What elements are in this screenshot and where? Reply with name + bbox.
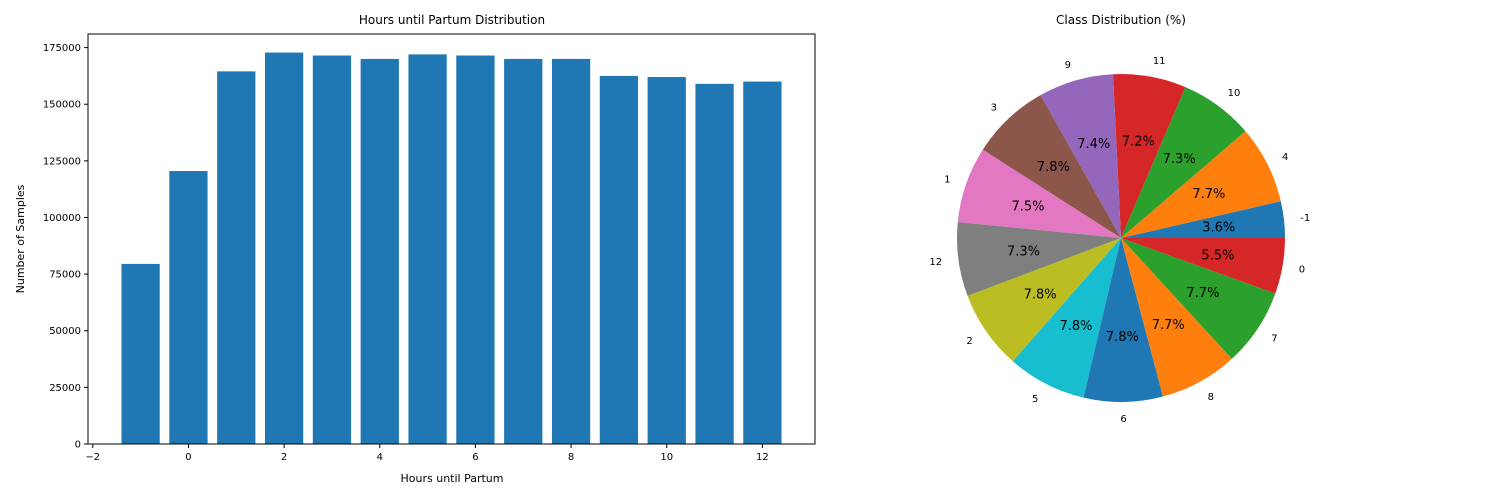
pie-label-1: 1 <box>944 175 950 186</box>
bar-chart-axes-frame <box>87 33 816 445</box>
bar-10 <box>599 75 639 444</box>
pie-slice-3 <box>982 95 1121 239</box>
bar-9 <box>551 58 591 445</box>
pie-percent-5: 7.8% <box>1059 319 1092 334</box>
bar-chart-x-axis-label: Hours until Partum <box>401 472 504 485</box>
pie-label-7: 7 <box>1271 333 1277 344</box>
bar-3 <box>264 52 304 444</box>
bar-chart: Hours until Partum Distribution −2 0 2 4 6 8 1… <box>14 13 816 485</box>
pie-slice-6 <box>1083 238 1163 403</box>
bar-0 <box>121 263 160 444</box>
pie-percent-8: 7.7% <box>1152 318 1185 333</box>
x-tick-label-5: 8 <box>568 452 574 463</box>
pie-label-6: 6 <box>1120 414 1126 425</box>
y-tick-label-3: 75000 <box>49 270 81 281</box>
pie-percent-10: 7.3% <box>1163 152 1196 167</box>
pie-chart: Class Distribution (%) -1 4 10 11 9 3 1 12 2 5 6 8 7… <box>929 13 1310 425</box>
pie-label-9: 9 <box>1065 60 1071 71</box>
bar-11 <box>647 77 686 444</box>
bar-12 <box>695 83 734 444</box>
pie-slice-4 <box>1121 131 1281 238</box>
y-tick-label-7: 175000 <box>43 43 81 54</box>
pie-label-5: 5 <box>1032 394 1038 405</box>
y-tick-label-6: 150000 <box>43 100 81 111</box>
bar-chart-x-ticks: −2 0 2 4 6 8 10 12 <box>85 444 769 463</box>
bar-chart-title: Hours until Partum Distribution <box>359 13 545 27</box>
pie-label--1: -1 <box>1300 213 1310 224</box>
pie-slice-11 <box>1113 73 1186 238</box>
x-tick-label-0: −2 <box>85 452 100 463</box>
pie-label-12: 12 <box>929 257 942 268</box>
pie-slice-7 <box>1121 238 1276 359</box>
pie-slice-10 <box>1121 87 1246 238</box>
pie-slice-1 <box>957 149 1121 238</box>
pie-percent-2: 7.8% <box>1024 288 1057 303</box>
x-tick-label-1: 0 <box>185 452 191 463</box>
pie-slice-12 <box>957 222 1121 296</box>
pie-percent-0: 5.5% <box>1201 248 1234 263</box>
pie-label-4: 4 <box>1282 152 1288 163</box>
x-tick-label-3: 4 <box>377 452 383 463</box>
y-tick-label-5: 125000 <box>43 156 81 167</box>
pie-slice-9 <box>1040 74 1121 238</box>
bar-chart-bars <box>121 52 782 445</box>
pie-slice-8 <box>1121 238 1232 397</box>
pie-chart-labels: -1 4 10 11 9 3 1 12 2 5 6 8 7 0 <box>929 56 1310 425</box>
pie-percent-3: 7.8% <box>1037 160 1070 175</box>
pie-slice-2 <box>967 238 1121 362</box>
y-tick-label-2: 50000 <box>49 326 81 337</box>
pie-percent-11: 7.2% <box>1122 135 1155 150</box>
pie-slice-0 <box>1121 238 1285 294</box>
pie-percent-6: 7.8% <box>1106 330 1139 345</box>
x-tick-label-7: 12 <box>756 452 769 463</box>
pie-percent-4: 7.7% <box>1192 187 1225 202</box>
bar-5 <box>360 58 399 445</box>
pie-label-10: 10 <box>1228 88 1241 99</box>
pie-slice--1 <box>1121 201 1285 238</box>
bar-7 <box>456 55 495 445</box>
pie-chart-percent-labels: 3.6% 7.7% 7.3% 7.2% 7.4% 7.8% 7.5% 7.3% 7.8% 7.8%… <box>1007 135 1235 345</box>
pie-chart-title: Class Distribution (%) <box>1056 13 1186 27</box>
y-tick-label-0: 0 <box>75 440 81 451</box>
pie-chart-slices <box>957 73 1285 403</box>
pie-percent-9: 7.4% <box>1077 137 1110 152</box>
bar-8 <box>504 58 543 445</box>
pie-percent-12: 7.3% <box>1007 244 1040 259</box>
x-tick-label-6: 10 <box>660 452 673 463</box>
y-tick-label-4: 100000 <box>43 213 81 224</box>
x-tick-label-2: 2 <box>281 452 287 463</box>
pie-label-11: 11 <box>1153 56 1166 67</box>
pie-percent--1: 3.6% <box>1202 220 1235 235</box>
pie-label-2: 2 <box>966 336 972 347</box>
bar-13 <box>743 81 782 444</box>
pie-label-8: 8 <box>1208 392 1214 403</box>
pie-label-3: 3 <box>991 102 997 113</box>
bar-6 <box>408 54 447 444</box>
bar-2 <box>217 71 256 444</box>
pie-slice-5 <box>1012 238 1121 398</box>
pie-label-0: 0 <box>1299 264 1305 275</box>
bar-4 <box>312 55 352 445</box>
bar-chart-y-ticks: 0 25000 50000 75000 100000 125000 150000 175000 <box>43 43 88 451</box>
bar-chart-y-axis-label: Number of Samples <box>14 184 27 293</box>
x-tick-label-4: 6 <box>472 452 478 463</box>
pie-percent-7: 7.7% <box>1186 286 1219 301</box>
bar-1 <box>169 171 208 445</box>
y-tick-label-1: 25000 <box>49 383 81 394</box>
pie-percent-1: 7.5% <box>1011 199 1044 214</box>
